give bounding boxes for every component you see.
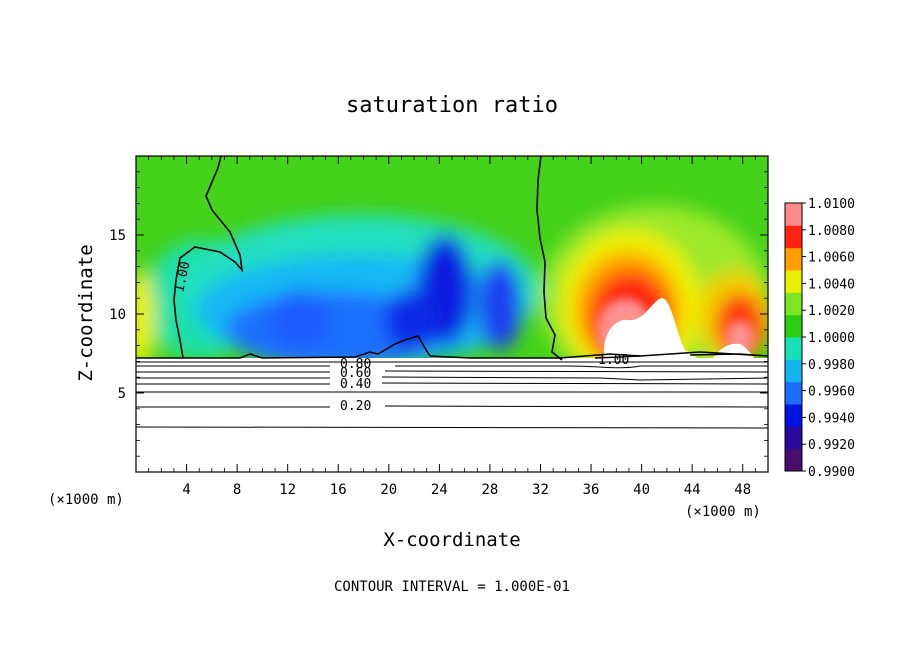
contour-line-3 — [136, 370, 769, 373]
contour-1-00-right — [594, 353, 769, 359]
colorbar-label: 0.9900 — [808, 465, 855, 480]
colorbar-swatch — [785, 247, 802, 271]
colorbar-swatch — [785, 426, 802, 450]
y-tick-label: 5 — [118, 386, 126, 402]
colorbar-swatch — [785, 225, 802, 249]
colorbar-label: 0.9940 — [808, 411, 855, 426]
y-tick-label: 10 — [109, 307, 126, 323]
colorbar-label: 1.0080 — [808, 224, 855, 239]
colorbar-swatch — [785, 359, 802, 383]
saturation-field — [136, 156, 768, 360]
x-tick-label: 44 — [684, 482, 701, 498]
x-tick-label: 36 — [583, 482, 600, 498]
contour-label-0-20: 0.20 — [340, 399, 371, 414]
colorbar-label: 1.0040 — [808, 277, 855, 292]
x-tick-label: 48 — [734, 482, 751, 498]
colorbar-swatch — [785, 381, 802, 405]
cloud-region-right — [712, 343, 756, 360]
dry-core-d — [270, 290, 330, 350]
colorbar-swatch — [785, 270, 802, 293]
colorbar-label: 0.9980 — [808, 358, 855, 373]
dry-core-b — [385, 290, 435, 350]
colorbar-swatch — [785, 292, 802, 316]
colorbar-label: 1.0060 — [808, 251, 855, 266]
dry-core-c — [478, 260, 522, 350]
x-tick-label: 8 — [233, 482, 241, 498]
colorbar-swatch — [785, 448, 802, 472]
contour-label-1-00-a: 1.00 — [172, 260, 193, 294]
x-tick-label: 28 — [481, 482, 498, 498]
x-tick-label: 32 — [532, 482, 549, 498]
contour-line-4 — [136, 376, 769, 381]
x-tick-label: 16 — [330, 482, 347, 498]
contour-line-2 — [136, 365, 768, 369]
colorbar-swatch — [785, 203, 802, 226]
contour-label-0-80: 0.80 — [340, 357, 371, 372]
x-unit-right: (×1000 m) — [685, 504, 761, 520]
contour-line-5 — [136, 382, 769, 385]
colorbar-swatch — [785, 404, 802, 427]
x-tick-label: 20 — [380, 482, 397, 498]
x-tick-label: 40 — [633, 482, 650, 498]
colorbar-label: 0.9960 — [808, 385, 855, 400]
contour-line-8 — [135, 426, 769, 429]
contour-1-00-left — [173, 155, 244, 359]
x-tick-label: 24 — [431, 482, 448, 498]
y-tick-label: 15 — [109, 228, 126, 244]
footer-note: CONTOUR INTERVAL = 1.000E-01 — [334, 579, 570, 595]
y-axis-label: Z-coordinate — [75, 244, 97, 381]
colorbar: 1.0100 1.0080 1.0060 1.0040 1.0020 1.0000 0.99… — [784, 197, 855, 480]
y-axis-ticks: 5 10 15 — [109, 171, 768, 457]
contour-label-0-60: 0.60 — [340, 366, 371, 381]
x-tick-label: 4 — [182, 482, 190, 498]
colorbar-label: 0.9920 — [808, 438, 855, 453]
colorbar-label: 1.0100 — [808, 197, 855, 212]
colorbar-swatch — [785, 314, 802, 338]
contour-1-00-mid — [536, 155, 563, 361]
colorbar-label: 1.0000 — [808, 331, 855, 346]
lower-layer-fill — [136, 358, 768, 472]
left-edge-moist — [136, 270, 155, 360]
lower-layer — [135, 335, 769, 472]
contour-label-1-00-b: 1.00 — [598, 353, 629, 368]
cloud-region-main — [604, 298, 700, 360]
colorbar-label: 1.0020 — [808, 304, 855, 319]
x-unit-left: (×1000 m) — [48, 492, 124, 508]
x-axis-label: X-coordinate — [383, 529, 520, 551]
contour-label-0-40: 0.40 — [340, 377, 371, 392]
colorbar-swatch — [785, 337, 802, 360]
chart-title: saturation ratio — [346, 93, 558, 118]
x-tick-label: 12 — [279, 482, 296, 498]
x-axis-ticks: 4 8 12 16 20 24 28 32 36 40 44 48 — [148, 156, 756, 498]
saturation-boundary-line — [136, 335, 769, 359]
contour-line-7 — [136, 405, 769, 408]
